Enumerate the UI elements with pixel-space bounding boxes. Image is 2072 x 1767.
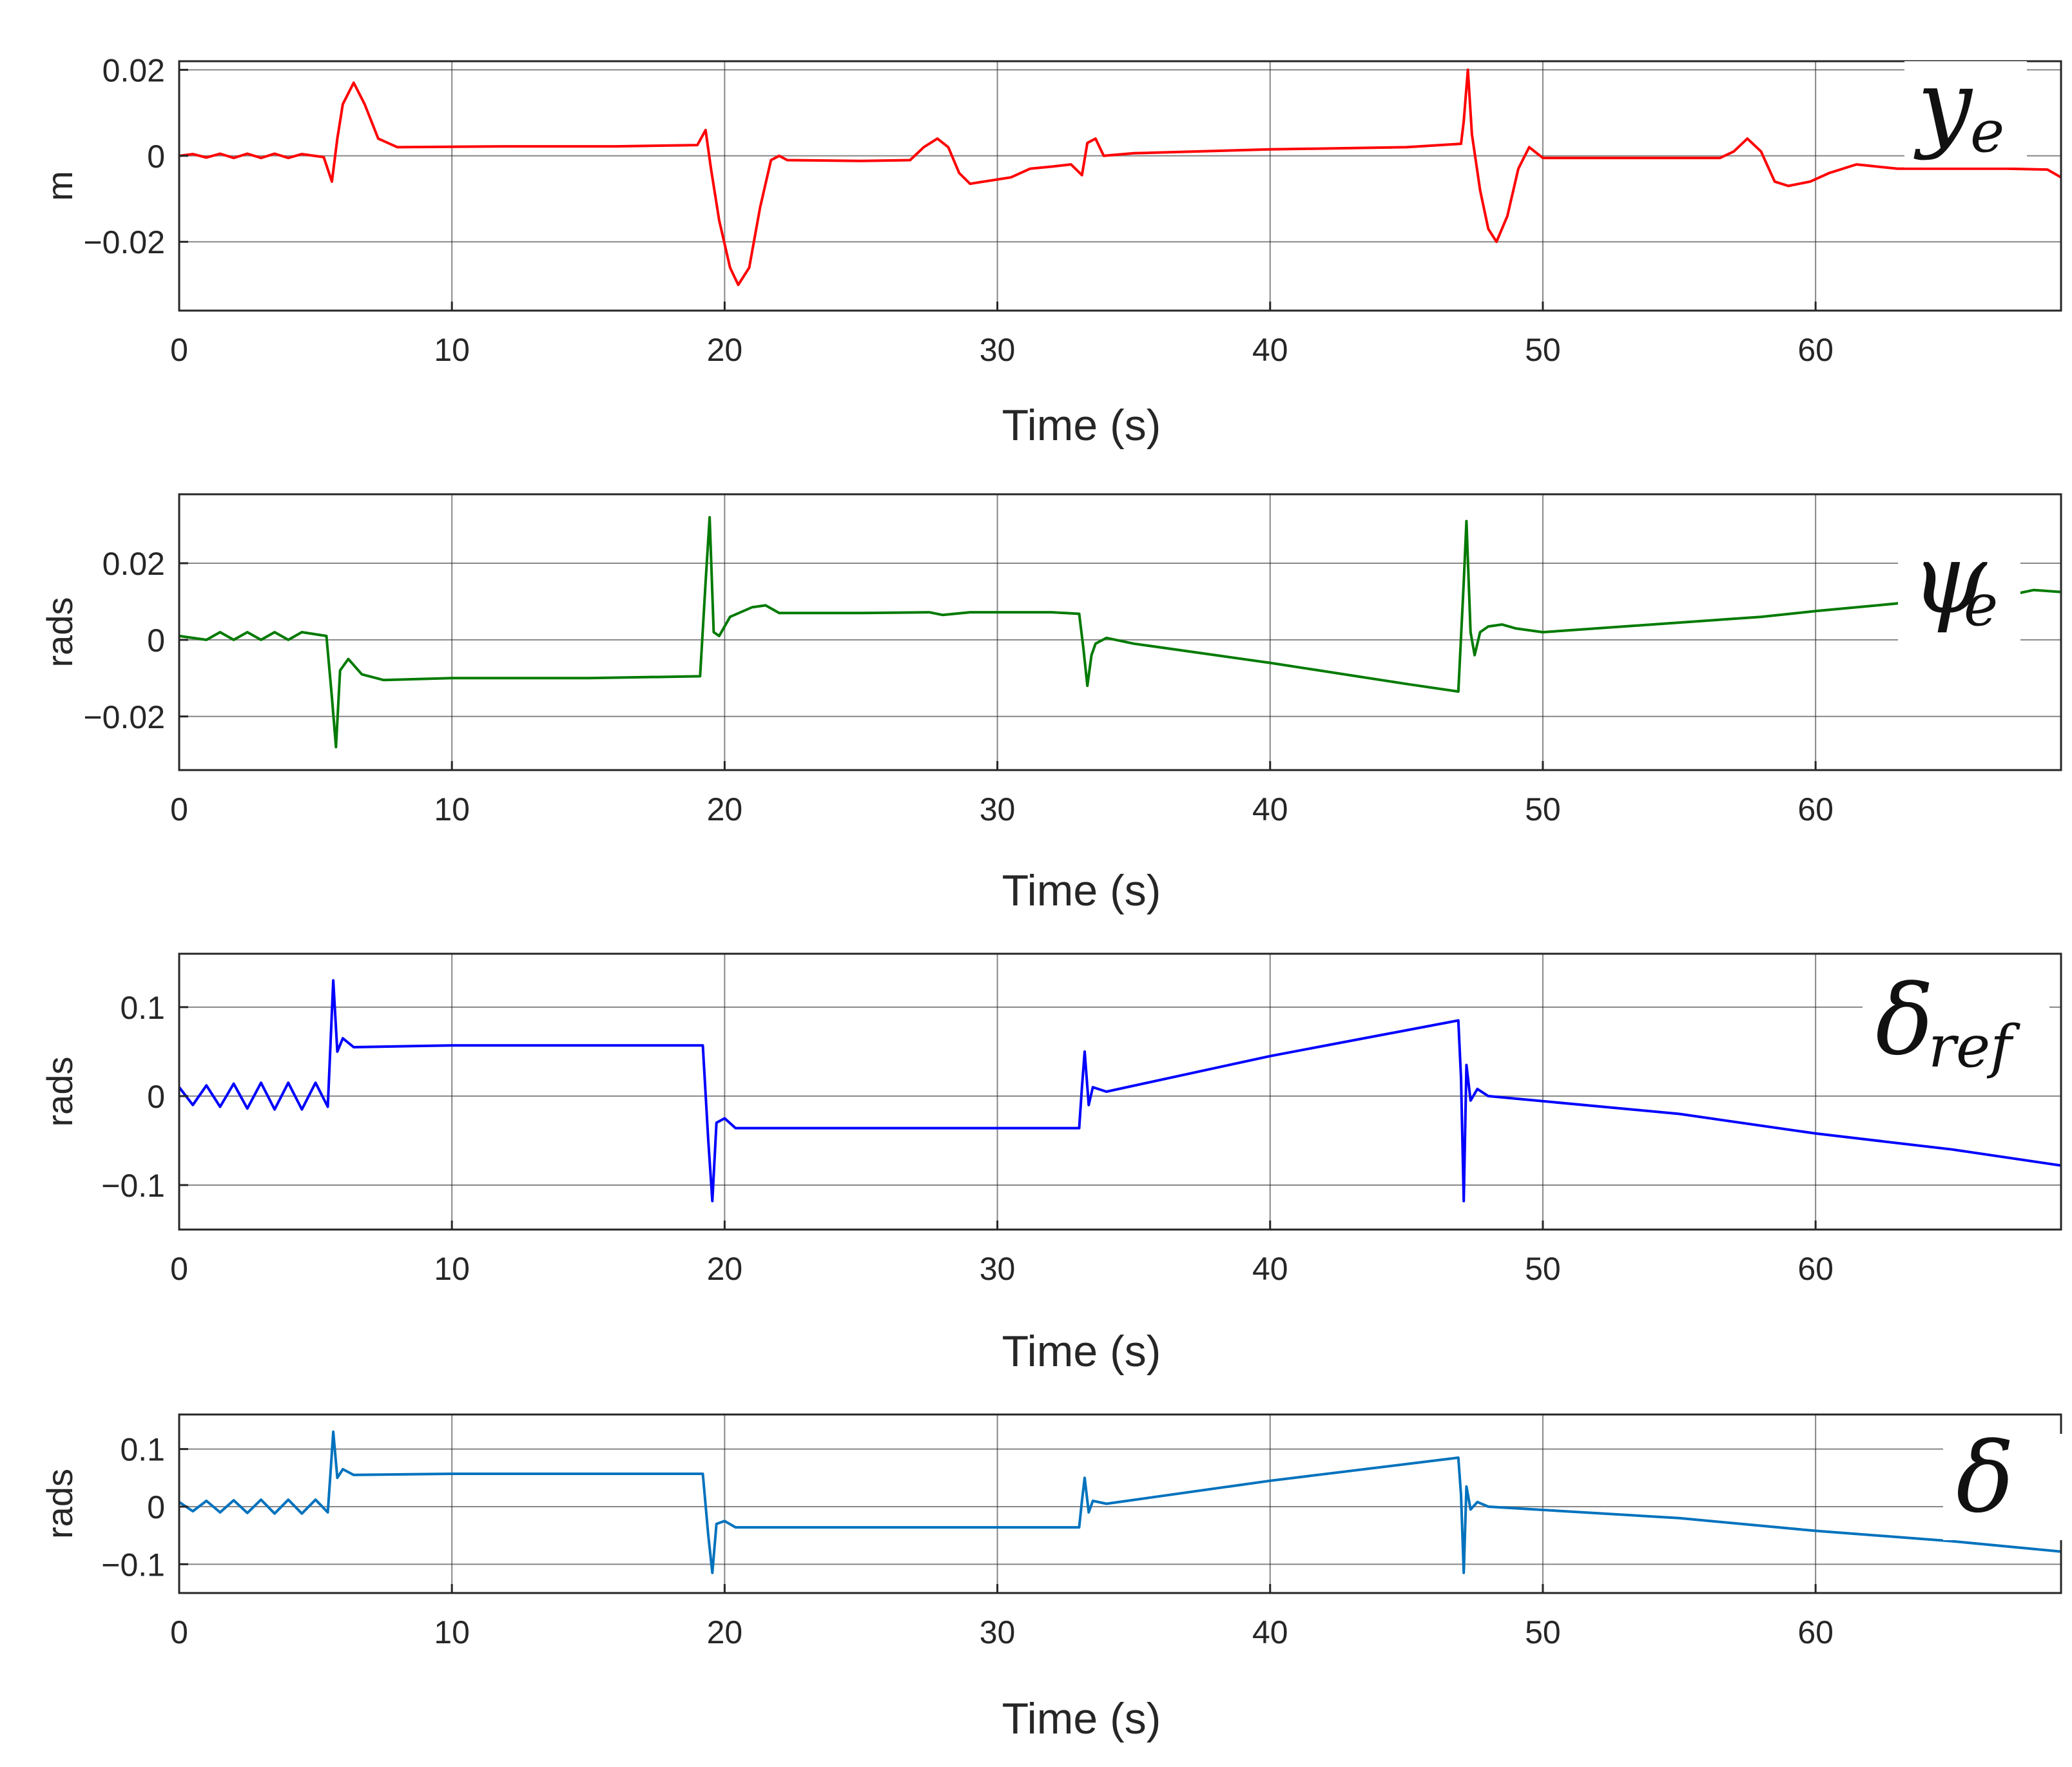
y-tick-label: 0 bbox=[147, 139, 165, 175]
legend-box bbox=[1904, 61, 2027, 168]
y-tick-label: 0.1 bbox=[120, 990, 165, 1026]
x-tick-label: 30 bbox=[980, 1251, 1016, 1287]
y-tick-label: 0 bbox=[147, 623, 165, 659]
y-axis-label: m bbox=[39, 171, 80, 201]
legend-subscript: ref bbox=[1928, 1013, 2020, 1081]
x-tick-label: 50 bbox=[1525, 1614, 1561, 1650]
x-tick-label: 10 bbox=[434, 1251, 470, 1287]
y-tick-label: 0.02 bbox=[102, 546, 165, 582]
x-tick-label: 0 bbox=[170, 332, 188, 368]
series-line-delta_ref bbox=[178, 979, 2062, 1202]
legend-symbol: y bbox=[1913, 50, 1973, 162]
axes-frame bbox=[178, 493, 2062, 771]
legend-symbol: δ bbox=[1875, 965, 1933, 1077]
x-tick-label: 20 bbox=[707, 791, 743, 827]
x-tick-label: 60 bbox=[1797, 791, 1834, 827]
y-axis-label: rads bbox=[39, 1469, 80, 1539]
x-tick-label: 20 bbox=[707, 1251, 743, 1287]
series-line-psi_e bbox=[179, 516, 2062, 749]
x-tick-label: 40 bbox=[1252, 1251, 1288, 1287]
x-tick-label: 20 bbox=[707, 332, 743, 368]
y-tick-label: 0.02 bbox=[102, 52, 165, 88]
y-tick-label: 0 bbox=[147, 1489, 165, 1525]
chart-heading-error: 0 10 20 30 40 50 60 0.02 0 −0.02 Time (s) rads ψe bbox=[39, 493, 2062, 915]
x-tick-label: 40 bbox=[1252, 1614, 1288, 1650]
series-line-y_e bbox=[179, 68, 2062, 286]
legend-symbol: δ bbox=[1956, 1422, 2014, 1534]
x-tick-label: 50 bbox=[1525, 791, 1561, 827]
chart-lateral-error: 0 10 20 30 40 50 60 0.02 0 −0.02 Time (s) m ye bbox=[39, 50, 2062, 450]
legend-symbol: ψ bbox=[1911, 523, 1988, 635]
x-axis-label: Time (s) bbox=[1002, 866, 1161, 915]
x-tick-label: 60 bbox=[1797, 332, 1834, 368]
legend-box bbox=[1898, 535, 2020, 641]
axes-frame bbox=[178, 60, 2062, 312]
x-tick-label: 50 bbox=[1525, 332, 1561, 368]
x-tick-label: 0 bbox=[170, 791, 188, 827]
x-tick-label: 30 bbox=[980, 332, 1016, 368]
x-axis-label: Time (s) bbox=[1002, 1327, 1161, 1376]
y-tick-label: 0 bbox=[147, 1079, 165, 1115]
x-tick-label: 30 bbox=[980, 791, 1016, 827]
y-tick-label: −0.1 bbox=[101, 1547, 165, 1583]
y-tick-label: −0.02 bbox=[83, 224, 165, 260]
legend-subscript: e bbox=[1970, 98, 2004, 166]
y-tick-label: −0.02 bbox=[83, 699, 165, 735]
x-tick-label: 40 bbox=[1252, 332, 1288, 368]
x-axis-label: Time (s) bbox=[1002, 401, 1161, 450]
y-axis-label: rads bbox=[39, 1057, 80, 1127]
y-axis-label: rads bbox=[39, 597, 80, 668]
x-tick-label: 10 bbox=[434, 332, 470, 368]
x-tick-label: 40 bbox=[1252, 791, 1288, 827]
y-tick-label: 0.1 bbox=[120, 1432, 165, 1468]
x-tick-label: 50 bbox=[1525, 1251, 1561, 1287]
legend-subscript: e bbox=[1964, 572, 1998, 639]
x-tick-label: 0 bbox=[170, 1614, 188, 1650]
x-tick-label: 10 bbox=[434, 791, 470, 827]
x-tick-label: 30 bbox=[980, 1614, 1016, 1650]
x-axis-label: Time (s) bbox=[1002, 1694, 1161, 1743]
x-tick-label: 60 bbox=[1797, 1614, 1834, 1650]
y-tick-label: −0.1 bbox=[101, 1168, 165, 1204]
x-tick-label: 20 bbox=[707, 1614, 743, 1650]
x-tick-label: 10 bbox=[434, 1614, 470, 1650]
series-line-delta bbox=[178, 1430, 2062, 1574]
axes-frame bbox=[178, 952, 2062, 1231]
legend-box bbox=[1943, 1434, 2066, 1540]
legend-box bbox=[1863, 976, 2049, 1083]
x-tick-label: 0 bbox=[170, 1251, 188, 1287]
x-tick-label: 60 bbox=[1797, 1251, 1834, 1287]
